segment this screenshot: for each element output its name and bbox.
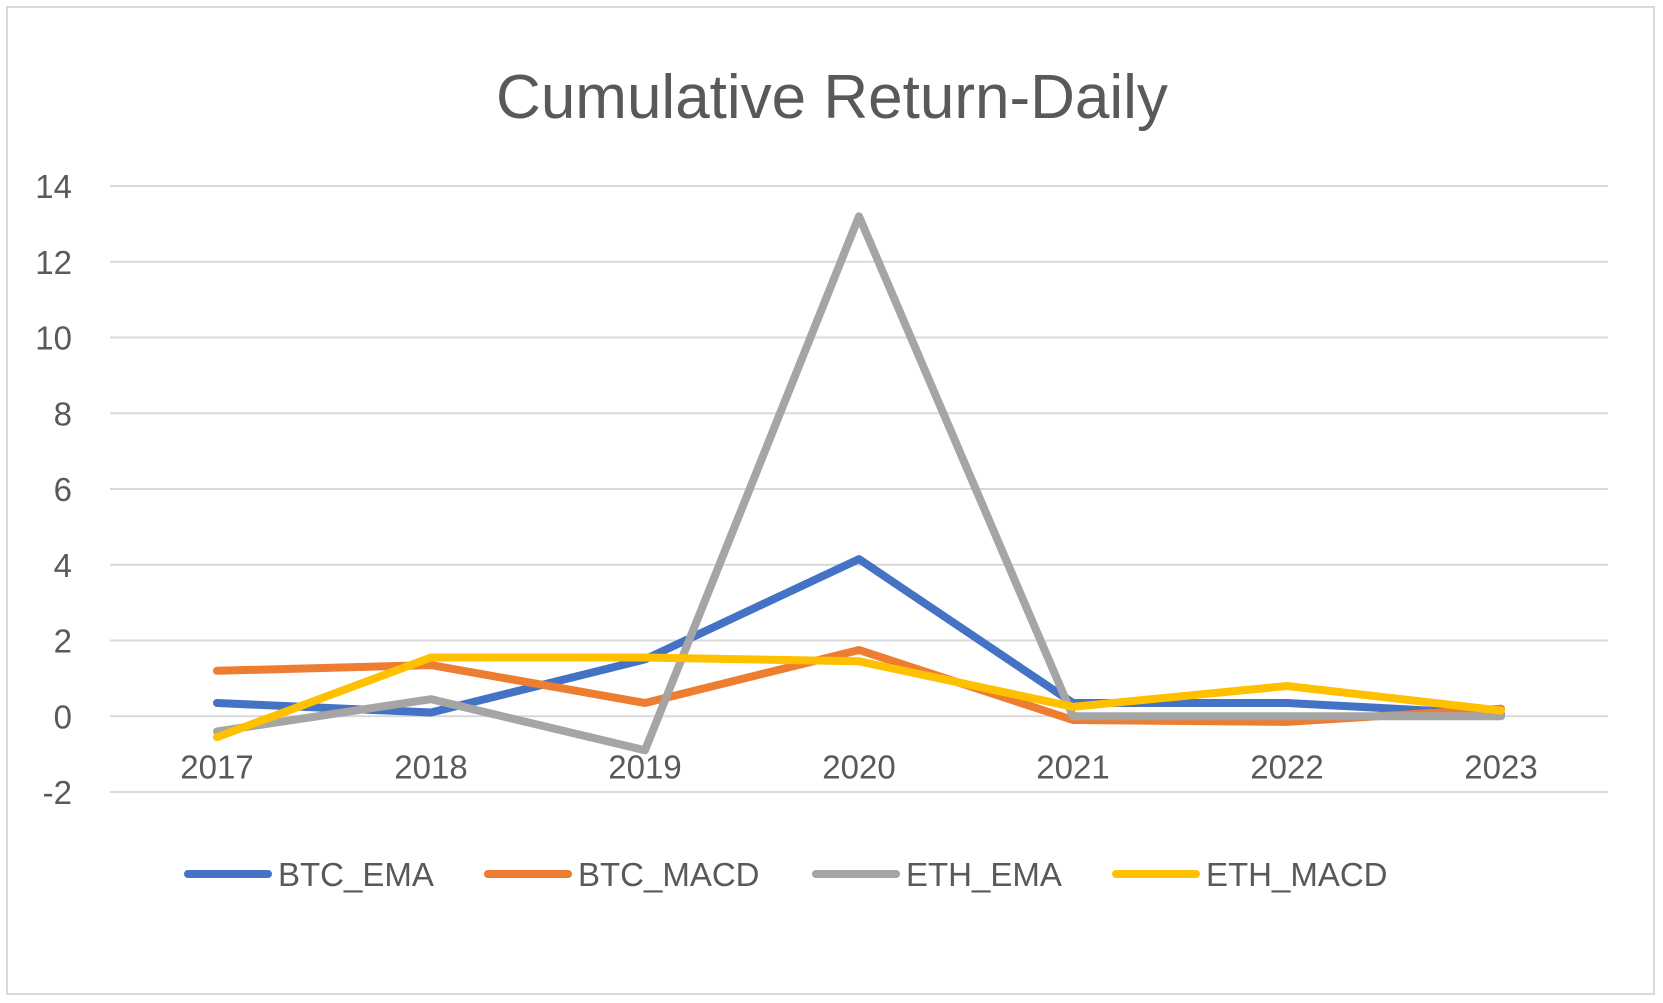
y-tick-label: 4 bbox=[54, 547, 72, 584]
y-tick-label: 10 bbox=[35, 320, 72, 357]
y-tick-label: 6 bbox=[54, 471, 72, 508]
x-tick-label: 2019 bbox=[608, 748, 681, 785]
y-tick-label: 8 bbox=[54, 395, 72, 432]
legend-label: ETH_EMA bbox=[906, 856, 1062, 893]
series-line-btc-ema bbox=[213, 555, 1505, 719]
x-tick-label: 2023 bbox=[1464, 748, 1537, 785]
x-tick-label: 2021 bbox=[1036, 748, 1109, 785]
legend: BTC_EMA BTC_MACD ETH_EMA ETH_MACD bbox=[184, 856, 1388, 893]
series-line-eth-ema bbox=[213, 212, 1505, 755]
y-axis-ticks: -2 0 2 4 6 8 10 12 14 bbox=[35, 168, 72, 811]
legend-label: BTC_EMA bbox=[278, 856, 434, 893]
x-tick-label: 2017 bbox=[180, 748, 253, 785]
y-tick-label: 0 bbox=[54, 698, 72, 735]
x-axis-ticks: 2017 2018 2019 2020 2021 2022 2023 bbox=[180, 748, 1537, 785]
y-tick-label: 14 bbox=[35, 168, 72, 205]
series-line-eth-macd bbox=[213, 653, 1505, 742]
chart-title: Cumulative Return-Daily bbox=[496, 63, 1168, 132]
x-tick-label: 2022 bbox=[1250, 748, 1323, 785]
legend-label: ETH_MACD bbox=[1206, 856, 1388, 893]
series-lines bbox=[213, 212, 1505, 755]
gridlines bbox=[110, 185, 1608, 793]
legend-label: BTC_MACD bbox=[578, 856, 760, 893]
y-tick-label: 12 bbox=[35, 244, 72, 281]
y-tick-label: -2 bbox=[43, 774, 72, 811]
chart-frame bbox=[6, 6, 1655, 995]
x-tick-label: 2020 bbox=[822, 748, 895, 785]
x-tick-label: 2018 bbox=[394, 748, 467, 785]
series-line-btc-macd bbox=[213, 646, 1505, 726]
y-tick-label: 2 bbox=[54, 623, 72, 660]
